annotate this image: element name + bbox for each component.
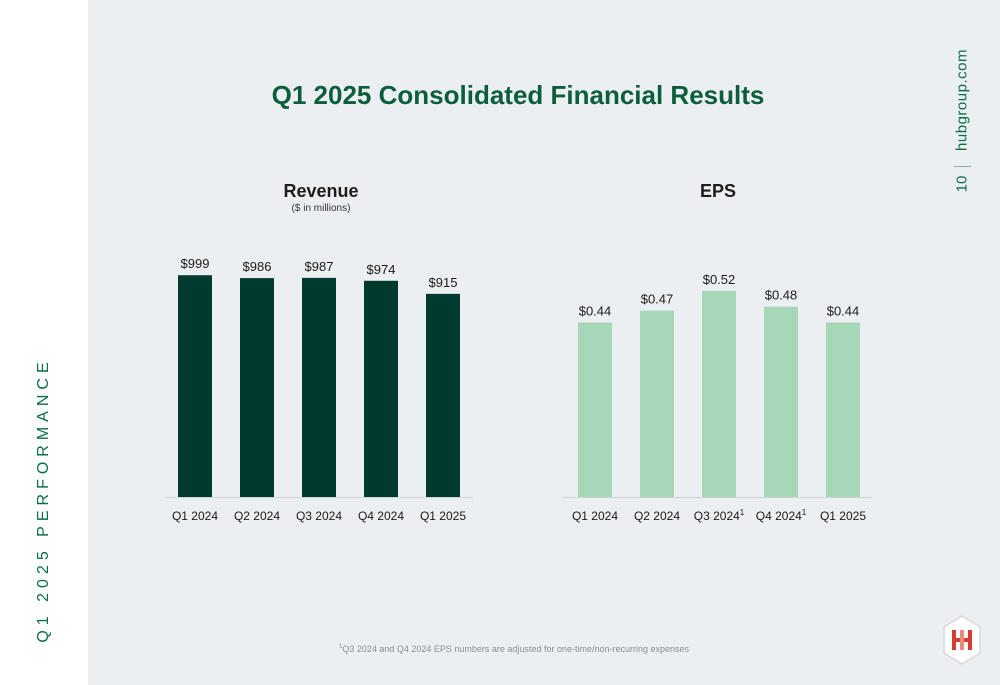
- eps-data-label: $0.48: [765, 288, 798, 303]
- revenue-bar: [302, 277, 336, 497]
- eps-bar: [702, 290, 736, 497]
- footnote-marker: 1: [338, 644, 343, 650]
- eps-bar: [578, 322, 612, 497]
- revenue-chart-subtitle: ($ in millions): [291, 203, 351, 214]
- revenue-bar: [364, 280, 398, 497]
- revenue-tick-label: Q3 2024: [296, 509, 342, 523]
- page-title: Q1 2025 Consolidated Financial Results: [271, 80, 765, 110]
- eps-tick-label: Q1 2025: [820, 509, 866, 523]
- revenue-tick-label: Q1 2024: [172, 509, 218, 523]
- eps-data-label: $0.44: [827, 304, 860, 319]
- revenue-data-label: $999: [181, 256, 210, 271]
- eps-tick-label: Q1 2024: [572, 509, 618, 523]
- eps-bar: [640, 310, 674, 497]
- site-divider: [954, 166, 971, 167]
- revenue-data-label: $987: [305, 259, 334, 274]
- revenue-data-label: $974: [367, 262, 396, 277]
- eps-bar: [764, 306, 798, 497]
- revenue-tick-label: Q4 2024: [358, 509, 404, 523]
- revenue-chart-title: Revenue: [283, 181, 359, 201]
- revenue-tick-label: Q1 2025: [420, 509, 466, 523]
- eps-bar: [826, 322, 860, 497]
- eps-tick-label: Q3 20241: [694, 508, 745, 523]
- left-sidebar: Q1 2025 PERFORMANCE: [0, 0, 88, 685]
- hub-group-logo-icon: [943, 615, 981, 665]
- eps-tick-label: Q4 20241: [756, 508, 807, 523]
- revenue-bar: [426, 293, 460, 497]
- revenue-data-label: $915: [429, 275, 458, 290]
- footnote-text: Q3 2024 and Q4 2024 EPS numbers are adju…: [342, 644, 690, 654]
- footnote: 1Q3 2024 and Q4 2024 EPS numbers are adj…: [88, 644, 940, 654]
- eps-data-label: $0.47: [641, 292, 674, 307]
- eps-tick-label: Q2 2024: [634, 509, 680, 523]
- eps-chart-title: EPS: [699, 181, 737, 201]
- revenue-bar: [178, 275, 212, 497]
- revenue-bar: [240, 278, 274, 497]
- revenue-tick-label: Q2 2024: [234, 509, 280, 523]
- eps-data-label: $0.44: [579, 304, 612, 319]
- revenue-data-label: $986: [243, 259, 272, 274]
- eps-data-label: $0.52: [703, 272, 736, 287]
